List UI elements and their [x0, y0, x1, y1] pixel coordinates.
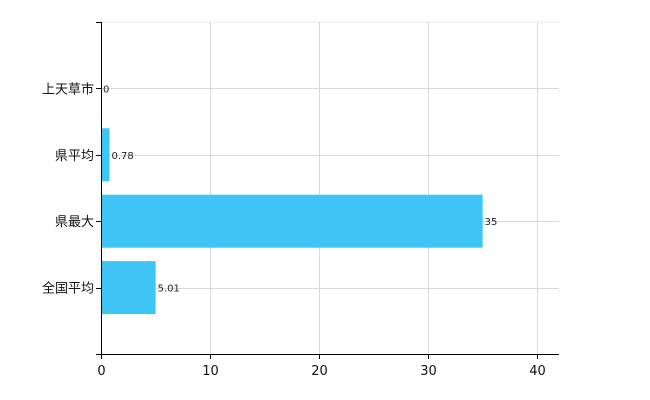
category-label-0: 上天草市: [42, 81, 94, 97]
category-label-3: 全国平均: [42, 281, 94, 297]
bar-2: [101, 194, 483, 248]
category-label-1: 県平均: [55, 149, 94, 164]
category-label-2: 県最大: [55, 215, 94, 230]
data-label-2: 35: [485, 217, 498, 228]
bar-3: [101, 261, 156, 315]
labels: 0 上天草市 0.78 県平均 35 県最大 5.01 全国平均 0 10 20 30 40: [42, 81, 546, 379]
grid-lines: [101, 21, 559, 354]
bars: [101, 128, 483, 315]
data-label-3: 5.01: [158, 284, 180, 295]
data-label-0: 0: [103, 84, 109, 95]
x-tick-label-2: 20: [311, 364, 328, 379]
x-tick-label-0: 0: [97, 364, 105, 379]
x-tick-label-3: 30: [420, 364, 437, 379]
data-label-1: 0.78: [112, 151, 134, 162]
bar-1: [101, 128, 110, 182]
x-tick-label-4: 40: [529, 364, 546, 379]
axes: [96, 22, 559, 359]
x-tick-label-1: 10: [202, 364, 219, 379]
